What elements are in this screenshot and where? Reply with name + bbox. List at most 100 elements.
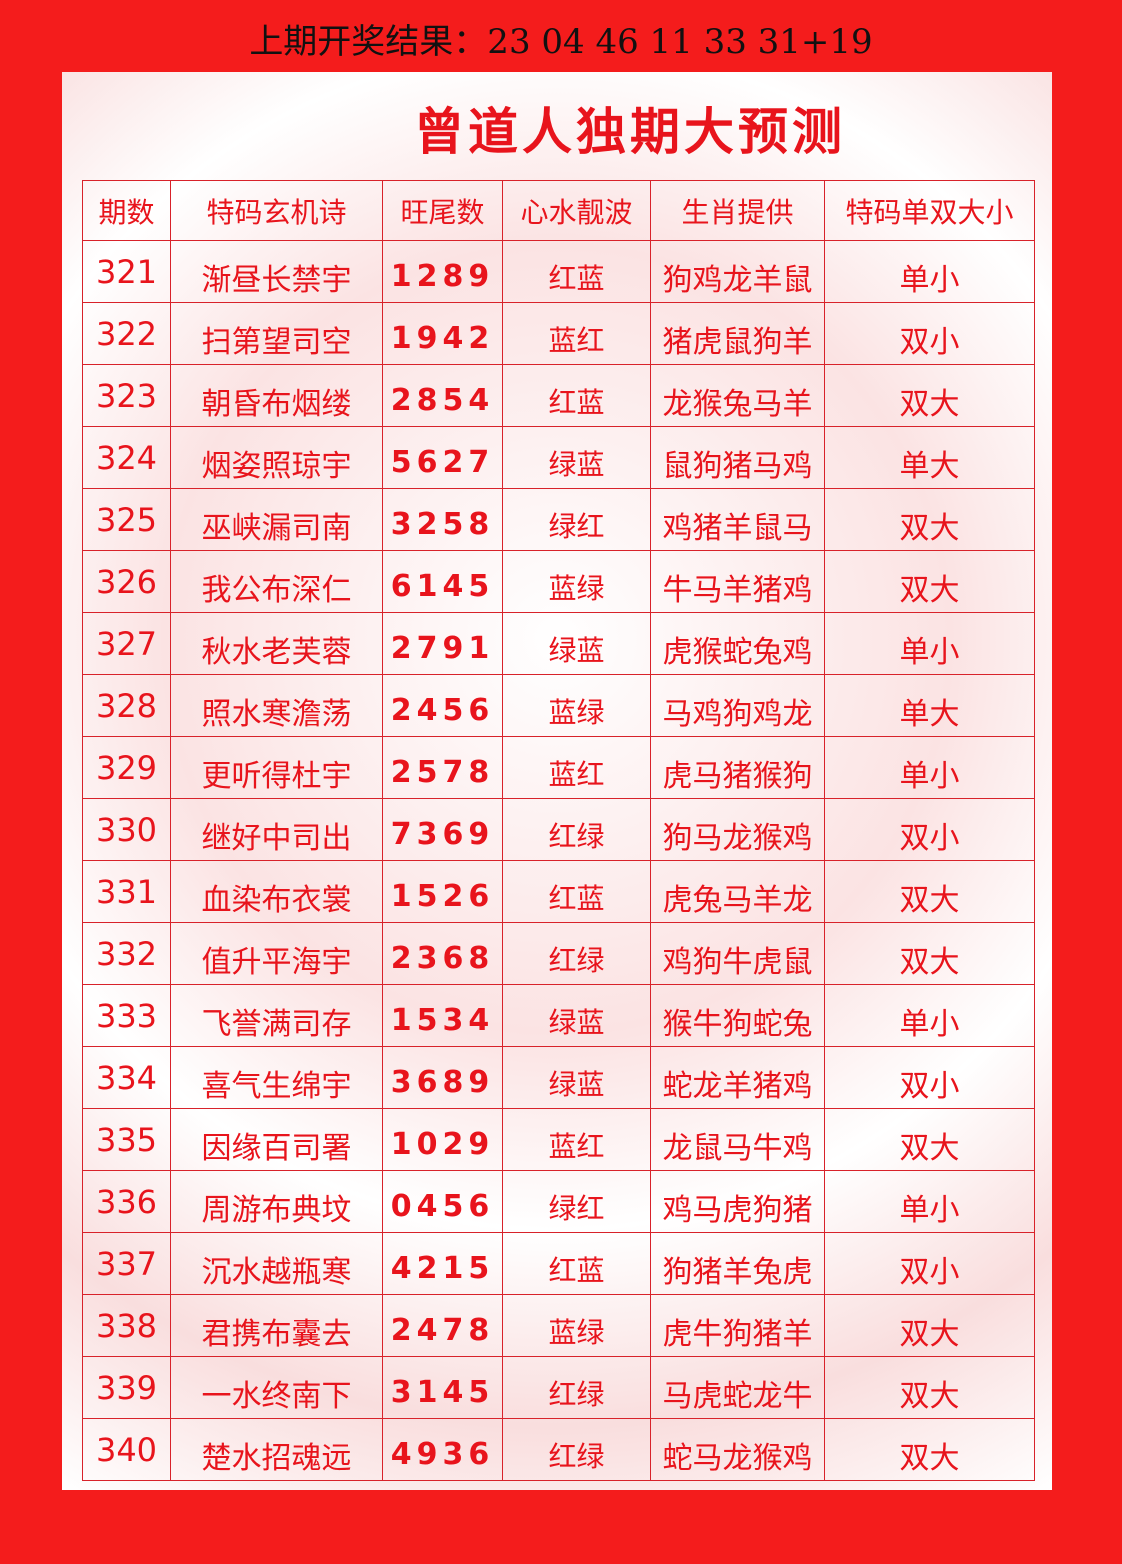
cell-poem: 周游布典坟 <box>170 1170 383 1233</box>
cell-wave-colors: 绿红 <box>502 1170 651 1233</box>
cell-wave-colors: 蓝红 <box>502 302 651 365</box>
cell-tail-numbers: 6145 <box>382 550 503 613</box>
cell-poem: 血染布衣裳 <box>170 860 383 923</box>
cell-odd-even-size: 单小 <box>824 736 1035 799</box>
cell-wave-colors: 红蓝 <box>502 240 651 303</box>
cell-zodiac: 马虎蛇龙牛 <box>650 1356 825 1419</box>
table-row: 339 一水终南下 3145 红绿 马虎蛇龙牛 双大 <box>82 1356 1035 1419</box>
table-row: 327 秋水老芙蓉 2791 绿蓝 虎猴蛇兔鸡 单小 <box>82 612 1035 675</box>
cell-zodiac: 蛇龙羊猪鸡 <box>650 1046 825 1109</box>
cell-period: 322 <box>82 302 171 365</box>
cell-period: 323 <box>82 364 171 427</box>
table-row: 340 楚水招魂远 4936 红绿 蛇马龙猴鸡 双大 <box>82 1418 1035 1481</box>
cell-wave-colors: 蓝绿 <box>502 674 651 737</box>
cell-odd-even-size: 单小 <box>824 240 1035 303</box>
cell-period: 333 <box>82 984 171 1047</box>
cell-poem: 因缘百司署 <box>170 1108 383 1171</box>
table-row: 333 飞誉满司存 1534 绿蓝 猴牛狗蛇兔 单小 <box>82 984 1035 1047</box>
header-zodiac: 生肖提供 <box>650 180 825 241</box>
cell-period: 329 <box>82 736 171 799</box>
cell-zodiac: 猴牛狗蛇兔 <box>650 984 825 1047</box>
cell-period: 332 <box>82 922 171 985</box>
cell-tail-numbers: 2578 <box>382 736 503 799</box>
cell-tail-numbers: 0456 <box>382 1170 503 1233</box>
cell-poem: 烟姿照琼宇 <box>170 426 383 489</box>
table-row: 328 照水寒澹荡 2456 蓝绿 马鸡狗鸡龙 单大 <box>82 674 1035 737</box>
cell-poem: 君携布囊去 <box>170 1294 383 1357</box>
table-row: 336 周游布典坟 0456 绿红 鸡马虎狗猪 单小 <box>82 1170 1035 1233</box>
cell-tail-numbers: 2368 <box>382 922 503 985</box>
cell-period: 338 <box>82 1294 171 1357</box>
cell-tail-numbers: 4215 <box>382 1232 503 1295</box>
cell-wave-colors: 红绿 <box>502 798 651 861</box>
cell-period: 331 <box>82 860 171 923</box>
cell-period: 324 <box>82 426 171 489</box>
cell-tail-numbers: 2791 <box>382 612 503 675</box>
cell-poem: 一水终南下 <box>170 1356 383 1419</box>
cell-wave-colors: 绿蓝 <box>502 612 651 675</box>
header-poem: 特码玄机诗 <box>170 180 383 241</box>
cell-odd-even-size: 双大 <box>824 1356 1035 1419</box>
table-header: 期数 特码玄机诗 旺尾数 心水靓波 生肖提供 特码单双大小 <box>82 180 1035 241</box>
table-row: 323 朝昏布烟缕 2854 红蓝 龙猴兔马羊 双大 <box>82 364 1035 427</box>
cell-tail-numbers: 2456 <box>382 674 503 737</box>
table-row: 321 渐昼长禁宇 1289 红蓝 狗鸡龙羊鼠 单小 <box>82 240 1035 303</box>
cell-odd-even-size: 双大 <box>824 1108 1035 1171</box>
header-wave-colors: 心水靓波 <box>502 180 651 241</box>
cell-wave-colors: 绿蓝 <box>502 426 651 489</box>
cell-period: 340 <box>82 1418 171 1481</box>
cell-zodiac: 虎猴蛇兔鸡 <box>650 612 825 675</box>
cell-odd-even-size: 单小 <box>824 984 1035 1047</box>
cell-period: 339 <box>82 1356 171 1419</box>
cell-tail-numbers: 7369 <box>382 798 503 861</box>
cell-period: 334 <box>82 1046 171 1109</box>
cell-wave-colors: 蓝红 <box>502 736 651 799</box>
cell-odd-even-size: 双大 <box>824 1418 1035 1481</box>
cell-odd-even-size: 单大 <box>824 426 1035 489</box>
cell-poem: 照水寒澹荡 <box>170 674 383 737</box>
cell-tail-numbers: 1289 <box>382 240 503 303</box>
cell-odd-even-size: 单小 <box>824 1170 1035 1233</box>
cell-odd-even-size: 单小 <box>824 612 1035 675</box>
cell-wave-colors: 绿蓝 <box>502 984 651 1047</box>
cell-zodiac: 鸡马虎狗猪 <box>650 1170 825 1233</box>
cell-poem: 秋水老芙蓉 <box>170 612 383 675</box>
table-row: 324 烟姿照琼宇 5627 绿蓝 鼠狗猪马鸡 单大 <box>82 426 1035 489</box>
cell-poem: 继好中司出 <box>170 798 383 861</box>
cell-zodiac: 马鸡狗鸡龙 <box>650 674 825 737</box>
header-period: 期数 <box>82 180 171 241</box>
cell-tail-numbers: 2854 <box>382 364 503 427</box>
cell-poem: 我公布深仁 <box>170 550 383 613</box>
cell-odd-even-size: 双小 <box>824 798 1035 861</box>
cell-period: 321 <box>82 240 171 303</box>
table-row: 329 更听得杜宇 2578 蓝红 虎马猪猴狗 单小 <box>82 736 1035 799</box>
cell-zodiac: 蛇马龙猴鸡 <box>650 1418 825 1481</box>
cell-wave-colors: 红绿 <box>502 1418 651 1481</box>
cell-tail-numbers: 4936 <box>382 1418 503 1481</box>
table-row: 334 喜气生绵宇 3689 绿蓝 蛇龙羊猪鸡 双小 <box>82 1046 1035 1109</box>
cell-wave-colors: 红蓝 <box>502 364 651 427</box>
table-row: 330 继好中司出 7369 红绿 狗马龙猴鸡 双小 <box>82 798 1035 861</box>
cell-odd-even-size: 双小 <box>824 1232 1035 1295</box>
cell-odd-even-size: 双大 <box>824 860 1035 923</box>
cell-poem: 渐昼长禁宇 <box>170 240 383 303</box>
cell-period: 337 <box>82 1232 171 1295</box>
cell-zodiac: 狗马龙猴鸡 <box>650 798 825 861</box>
cell-poem: 沉水越瓶寒 <box>170 1232 383 1295</box>
cell-odd-even-size: 双大 <box>824 364 1035 427</box>
cell-zodiac: 牛马羊猪鸡 <box>650 550 825 613</box>
cell-tail-numbers: 1942 <box>382 302 503 365</box>
cell-period: 326 <box>82 550 171 613</box>
cell-wave-colors: 绿蓝 <box>502 1046 651 1109</box>
cell-poem: 飞誉满司存 <box>170 984 383 1047</box>
cell-zodiac: 龙猴兔马羊 <box>650 364 825 427</box>
cell-poem: 楚水招魂远 <box>170 1418 383 1481</box>
header-odd-even-size: 特码单双大小 <box>824 180 1035 241</box>
cell-zodiac: 狗鸡龙羊鼠 <box>650 240 825 303</box>
cell-zodiac: 鼠狗猪马鸡 <box>650 426 825 489</box>
cell-tail-numbers: 1534 <box>382 984 503 1047</box>
cell-odd-even-size: 双小 <box>824 302 1035 365</box>
cell-wave-colors: 红蓝 <box>502 1232 651 1295</box>
cell-poem: 值升平海宇 <box>170 922 383 985</box>
cell-period: 325 <box>82 488 171 551</box>
